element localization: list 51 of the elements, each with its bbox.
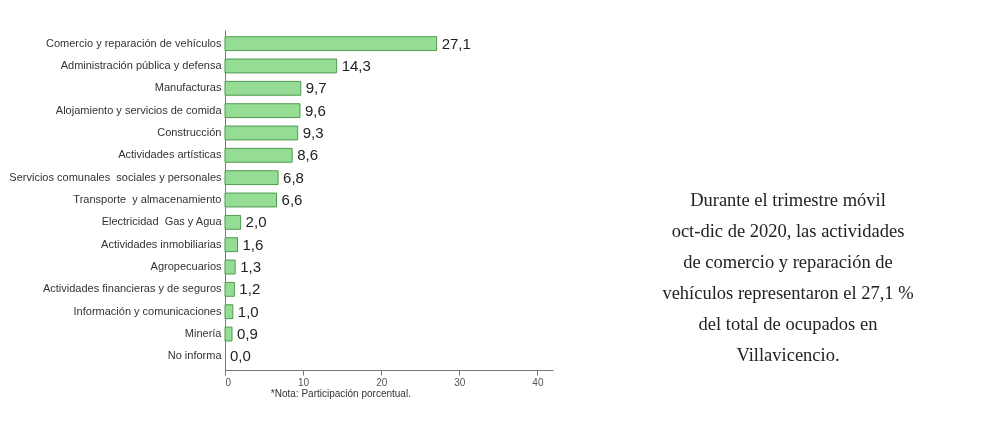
data-label: 0,0: [230, 347, 251, 365]
y-tick-label: Administración pública y defensa: [60, 58, 223, 71]
bar: [224, 214, 242, 230]
bar: [224, 192, 278, 208]
text: *Nota: Participación porcentual.: [270, 388, 411, 399]
bar: [224, 103, 301, 119]
y-tick-label: Actividades artísticas: [118, 148, 222, 161]
bar: [224, 237, 238, 253]
y-tick-label: Agropecuarios: [150, 260, 222, 273]
data-label: 1,3: [240, 258, 262, 276]
y-tick-label: Servicios comunales sociales y personales: [9, 170, 222, 183]
x-tick-label: 10: [298, 376, 310, 388]
data-label: 27,1: [441, 34, 471, 52]
data-label: 9,6: [304, 101, 326, 119]
bar: [224, 259, 236, 275]
bar: [224, 326, 233, 342]
data-label: 9,3: [302, 123, 324, 141]
y-tick-label: Comercio y reparación de vehículos: [46, 36, 222, 49]
bar: [224, 281, 235, 297]
y-tick-label: Transporte y almacenamiento: [73, 193, 222, 205]
y-tick-label: Minería: [184, 327, 223, 340]
y-tick-label: Actividades financieras y de seguros: [42, 282, 222, 295]
data-label: 2,0: [245, 213, 267, 231]
x-tick-label: 40: [532, 376, 544, 388]
bar: [224, 36, 438, 52]
x-tick-label: 20: [376, 376, 388, 388]
data-label: 8,6: [297, 146, 319, 164]
y-tick-label: Electricidad Gas y Agua: [101, 215, 223, 228]
bar: [224, 125, 299, 141]
bar: [224, 80, 302, 96]
y-tick-label: Construcción: [157, 125, 222, 138]
data-label: 6,6: [281, 191, 303, 208]
data-label: 6,8: [283, 168, 304, 186]
data-label: 1,0: [237, 302, 259, 320]
bar: [224, 304, 234, 320]
text: Durante el trimestre móvil oct-dic de 2020, las actividades de comercio y reparación de vehículos representaron el 27,1 % del total de ocupados en Villavicencio.: [662, 190, 914, 365]
data-label: 1,2: [239, 280, 261, 298]
y-tick-label: Actividades inmobiliarias: [101, 237, 222, 250]
y-tick-label: Manufacturas: [154, 81, 222, 94]
data-label: 0,9: [237, 325, 258, 343]
y-tick-label: No informa: [167, 349, 223, 362]
data-label: 9,7: [305, 79, 327, 97]
data-label: 14,3: [341, 56, 371, 74]
y-tick-label: Alojamiento y servicios de comida: [55, 103, 223, 116]
x-tick-label: 30: [454, 376, 466, 388]
data-label: 1,6: [242, 235, 264, 253]
bar: [224, 170, 279, 186]
x-tick-label: 0: [225, 376, 232, 388]
y-tick-label: Información y comunicaciones: [73, 304, 222, 317]
bar: [224, 147, 293, 163]
bar: [224, 58, 338, 74]
